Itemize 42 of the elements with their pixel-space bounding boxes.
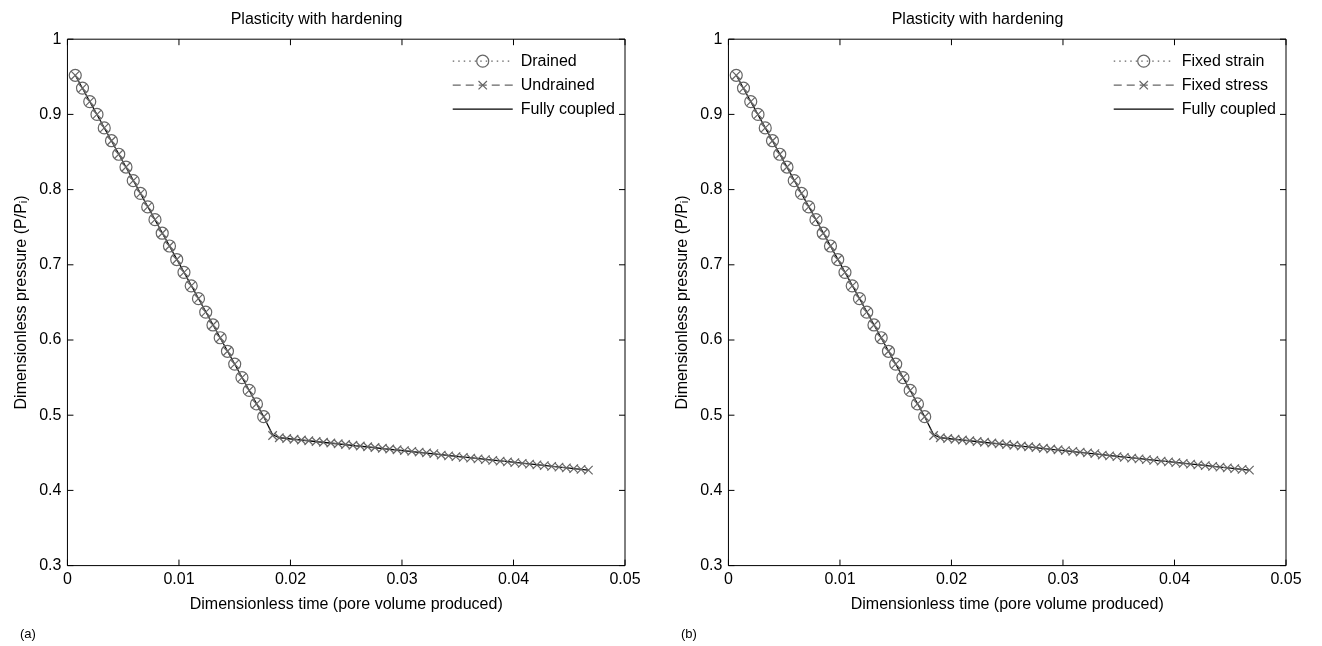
x-tick-label: 0 [723,569,733,587]
chart-title: Plasticity with hardening [230,10,403,28]
y-tick-label: 0.3 [700,556,723,574]
legend-label: Fixed stress [1181,75,1268,93]
y-tick-label: 1 [713,29,723,47]
legend-label: Fully coupled [520,99,616,117]
x-tick-label: 0.02 [935,569,968,587]
y-tick-label: 0.6 [700,330,723,348]
legend-label: Undrained [520,75,595,93]
y-tick-label: 0.7 [700,255,723,273]
x-tick-label: 0.05 [1270,569,1302,587]
x-tick-label: 0.01 [824,569,856,587]
y-tick-label: 0.8 [39,180,62,198]
legend-label: Drained [520,51,577,69]
x-axis-title: Dimensionless time (pore volume produced) [189,594,503,612]
y-tick-label: 0.9 [39,104,62,122]
x-tick-label: 0.02 [274,569,307,587]
y-tick-label: 0.6 [39,330,62,348]
chart-title: Plasticity with hardening [891,10,1064,28]
x-tick-label: 0.04 [1158,569,1191,587]
y-tick-label: 0.4 [39,480,62,498]
y-tick-label: 0.3 [39,556,62,574]
y-tick-label: 0.4 [700,480,723,498]
x-tick-label: 0 [62,569,72,587]
x-tick-label: 0.04 [497,569,530,587]
x-axis-title: Dimensionless time (pore volume produced) [850,594,1164,612]
y-tick-label: 0.5 [39,405,62,423]
x-tick-label: 0.01 [163,569,195,587]
x-tick-label: 0.05 [609,569,641,587]
y-tick-label: 1 [52,29,62,47]
legend-label: Fully coupled [1181,99,1277,117]
text: (a) [20,626,36,641]
y-tick-label: 0.7 [39,255,62,273]
y-tick-label: 0.9 [700,104,723,122]
y-axis-title: Dimensionless pressure (P/Pᵢ) [12,195,30,410]
y-tick-label: 0.5 [700,405,723,423]
text: (b) [681,626,697,641]
y-tick-label: 0.8 [700,180,723,198]
legend-label: Fixed strain [1181,51,1265,69]
y-axis-title: Dimensionless pressure (P/Pᵢ) [673,195,691,410]
x-tick-label: 0.03 [1047,569,1079,587]
x-tick-label: 0.03 [386,569,418,587]
